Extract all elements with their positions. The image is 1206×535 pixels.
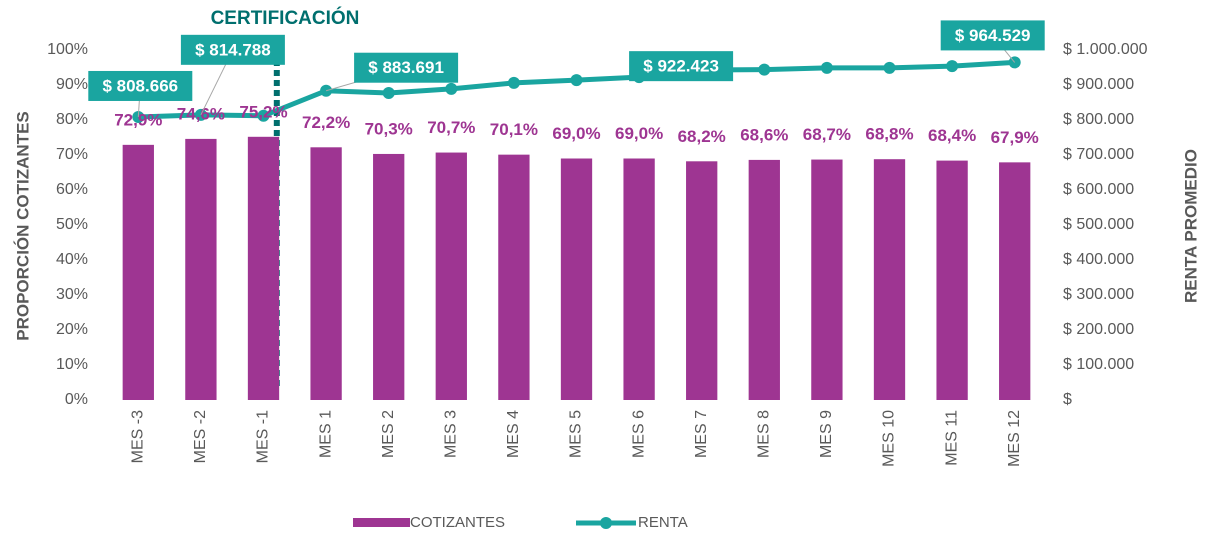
bar — [498, 154, 530, 400]
x-tick-label: MES 1 — [317, 410, 334, 458]
bar-label: 68,6% — [740, 125, 788, 144]
x-tick-label: MES 9 — [818, 410, 835, 458]
y-tick-label: 80% — [56, 111, 88, 128]
x-tick-label: MES -2 — [192, 410, 209, 463]
bar — [873, 159, 906, 400]
y-tick-label: 90% — [56, 76, 88, 93]
legend-label: RENTA — [638, 514, 688, 531]
bar-label: 68,7% — [803, 125, 851, 144]
y2-tick-label: $ 1.000.000 — [1063, 41, 1148, 58]
x-tick-label: MES 6 — [630, 410, 647, 458]
y2-tick-label: $ — [1063, 391, 1072, 408]
bar — [310, 147, 342, 400]
y2-tick-label: $ 100.000 — [1063, 356, 1134, 373]
bar — [936, 160, 968, 400]
point — [758, 63, 771, 76]
y-tick-label: 20% — [56, 321, 88, 338]
bar — [435, 152, 467, 400]
y-tick-label: 100% — [47, 41, 88, 58]
y2-tick-label: $ 600.000 — [1063, 181, 1134, 198]
y-tick-label: 60% — [56, 181, 88, 198]
point — [445, 82, 458, 95]
x-tick-label: MES 12 — [1006, 410, 1023, 467]
bar — [560, 158, 593, 400]
bar — [686, 161, 718, 400]
point — [820, 61, 833, 74]
x-tick-label: MES 3 — [443, 410, 460, 458]
bar — [122, 144, 154, 400]
y2-tick-label: $ 700.000 — [1063, 146, 1134, 163]
bar — [999, 162, 1031, 400]
y-tick-label: 50% — [56, 216, 88, 233]
y-tick-label: 0% — [65, 391, 88, 408]
x-tick-label: MES -3 — [130, 410, 147, 463]
point — [382, 87, 395, 100]
label-box — [88, 70, 193, 101]
y-tick-label: 40% — [56, 251, 88, 268]
y2-tick-label: $ 400.000 — [1063, 251, 1134, 268]
label-box — [629, 51, 734, 82]
bar — [373, 153, 405, 400]
bar-label: 68,4% — [928, 126, 976, 145]
line-label: $ 814.788 — [195, 40, 271, 59]
legend-swatch — [600, 517, 612, 529]
point — [946, 60, 959, 73]
bar-label: 70,7% — [427, 118, 475, 137]
bar-label: 68,8% — [865, 125, 913, 144]
x-tick-label: MES 2 — [380, 410, 397, 458]
line-label: $ 922.423 — [643, 57, 719, 76]
label-box — [940, 20, 1045, 51]
y2-tick-label: $ 800.000 — [1063, 111, 1134, 128]
y2-tick-label: $ 300.000 — [1063, 286, 1134, 303]
legend-swatch — [353, 518, 410, 527]
y-axis-title: PROPORCIÓN COTIZANTES — [13, 111, 32, 341]
bar-label: 67,9% — [991, 128, 1039, 147]
bar — [185, 138, 217, 400]
legend-label: COTIZANTES — [410, 514, 505, 531]
bar-label: 75,2% — [239, 102, 287, 121]
label-box — [354, 52, 459, 83]
x-tick-label: MES 5 — [568, 410, 585, 458]
point — [507, 76, 520, 89]
line-label: $ 964.529 — [955, 26, 1031, 45]
annotation: CERTIFICACIÓN — [211, 7, 360, 29]
y2-tick-label: $ 500.000 — [1063, 216, 1134, 233]
y-tick-label: 30% — [56, 286, 88, 303]
y-tick-label: 70% — [56, 146, 88, 163]
bar-label: 70,3% — [365, 119, 413, 138]
line-label: $ 808.666 — [102, 76, 178, 95]
bar-label: 72,2% — [302, 113, 350, 132]
y-tick-label: 10% — [56, 356, 88, 373]
point — [257, 109, 270, 122]
x-tick-label: MES 4 — [505, 410, 522, 458]
x-tick-label: MES 10 — [881, 410, 898, 467]
bar-label: 68,2% — [678, 127, 726, 146]
line-label: $ 883.691 — [368, 58, 444, 77]
y2-tick-label: $ 900.000 — [1063, 76, 1134, 93]
x-tick-label: MES -1 — [255, 410, 272, 463]
point — [883, 61, 896, 74]
x-tick-label: MES 8 — [756, 410, 773, 458]
bar — [748, 159, 780, 400]
bar-label: 69,0% — [615, 124, 663, 143]
bar — [247, 136, 280, 401]
x-tick-label: MES 11 — [943, 410, 960, 466]
x-tick-label: MES 7 — [693, 410, 710, 458]
point — [570, 74, 583, 87]
bar-label: 70,1% — [490, 120, 538, 139]
y2-tick-label: $ 200.000 — [1063, 321, 1134, 338]
label-box — [180, 34, 285, 65]
y2-axis-title: RENTA PROMEDIO — [1181, 149, 1200, 303]
bar-label: 69,0% — [552, 124, 600, 143]
bar-label: 72,9% — [114, 110, 162, 129]
bar — [623, 158, 655, 400]
bar — [811, 159, 843, 400]
